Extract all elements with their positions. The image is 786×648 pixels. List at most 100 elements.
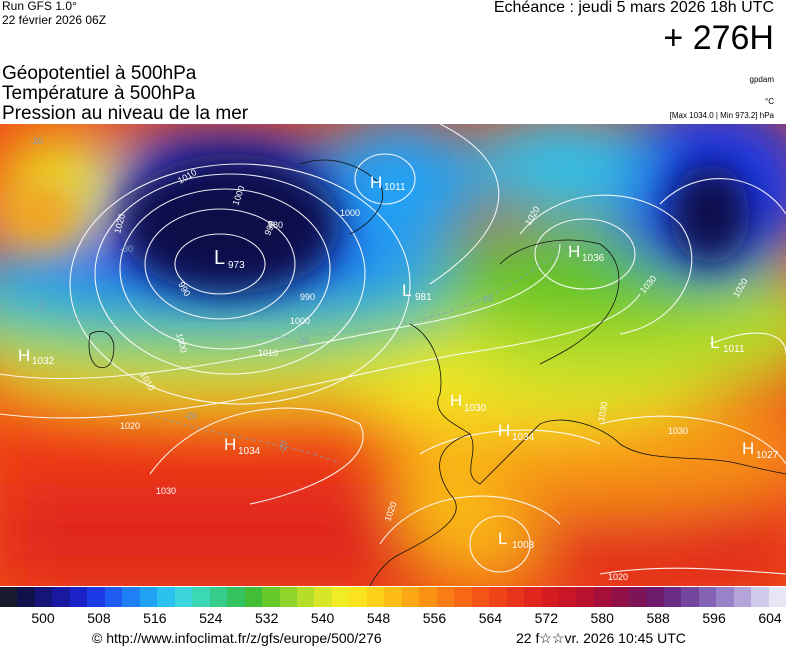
high-center-label: H <box>370 173 382 192</box>
color-scale-label: 588 <box>646 610 670 626</box>
forecast-label: Echéance : jeudi 5 mars 2026 18h UTC <box>493 0 774 16</box>
isobar-label: 1010 <box>258 348 278 358</box>
color-scale-swatch <box>296 587 315 607</box>
color-scale-swatch <box>227 587 245 607</box>
high-center-value: 1027 <box>756 450 779 461</box>
color-scale-swatch <box>34 587 53 607</box>
color-scale-swatch <box>489 587 507 607</box>
high-center-value: 1032 <box>32 356 55 367</box>
color-scale-swatch <box>331 587 350 607</box>
color-scale-swatch <box>454 587 472 607</box>
color-scale-label: 564 <box>478 610 503 626</box>
low-center-value: 1011 <box>723 344 745 355</box>
geopotential-field <box>0 124 786 586</box>
color-scale-label: 540 <box>310 610 335 626</box>
color-scale-swatch <box>506 587 525 607</box>
color-scale-swatch <box>576 587 594 607</box>
isobar-label: 1020 <box>120 421 140 431</box>
color-scale-swatch <box>122 587 140 607</box>
isobar-label: 1000 <box>340 208 360 218</box>
unit-extremes: [Max 1034.0 | Min 973.2] hPa <box>669 111 774 120</box>
title-geopotential: Géopotentiel à 500hPa <box>2 63 197 84</box>
isotherm-label: -30 <box>296 336 309 346</box>
high-center-label: H <box>450 391 462 410</box>
isobar-label: 1020 <box>608 572 628 582</box>
title-sea-level-pressure: Pression au niveau de la mer <box>2 103 249 124</box>
color-scale-swatch <box>751 587 769 607</box>
high-center-label: H <box>18 346 30 365</box>
isobar-label: 1030 <box>668 426 688 436</box>
weather-map-svg: L 973 H 1011 L 981 H 1036 H 1032 L 1011 … <box>0 124 786 586</box>
forecast-hour: + 276H <box>663 19 774 57</box>
low-center-value: 1003 <box>512 540 535 551</box>
color-scale-swatch <box>628 587 647 607</box>
high-center-value: 1034 <box>238 446 261 457</box>
coastlines <box>88 159 786 586</box>
isotherm-label: -20 <box>277 440 289 455</box>
temperature-values: -20 -20 -20 -20 -30 -30 -20 <box>30 136 493 454</box>
weather-map: L 973 H 1011 L 981 H 1036 H 1032 L 1011 … <box>0 124 786 586</box>
color-scale-swatch <box>52 587 70 607</box>
color-scale-swatch <box>139 587 158 607</box>
color-scale-swatch <box>69 587 88 607</box>
color-scale-label: 596 <box>702 610 726 626</box>
color-scale-swatch <box>716 587 734 607</box>
high-center-value: 1036 <box>582 253 605 264</box>
low-center-label: L <box>498 529 507 548</box>
pressure-centers: L 973 H 1011 L 981 H 1036 H 1032 L 1011 … <box>18 173 779 551</box>
high-center-value: 1034 <box>512 432 535 443</box>
color-scale-swatch <box>768 587 786 607</box>
isotherm-label: -20 <box>184 411 197 421</box>
isotherm-label: -30 <box>120 244 133 254</box>
isobar-label: 1000 <box>290 316 310 326</box>
unit-celsius: °C <box>765 97 774 106</box>
color-scale-swatch <box>611 587 629 607</box>
low-center-label: L <box>710 333 719 352</box>
color-scale-swatch <box>192 587 210 607</box>
low-center-value: 973 <box>228 260 245 271</box>
color-scale-label: 580 <box>590 610 614 626</box>
color-scale-swatch <box>419 587 437 607</box>
color-scale-swatch <box>733 587 752 607</box>
color-scale-label: 556 <box>422 610 447 626</box>
color-scale-swatch <box>87 587 105 607</box>
low-center-label: L <box>214 247 225 269</box>
unit-gpdam: gpdam <box>749 75 774 84</box>
color-scale-swatch <box>401 587 420 607</box>
color-scale-swatch <box>593 587 612 607</box>
high-center-label: H <box>498 421 510 440</box>
color-scale <box>0 587 786 607</box>
isotherm-label: -20 <box>30 136 43 146</box>
color-scale-swatch <box>541 587 559 607</box>
color-scale-swatch <box>244 587 263 607</box>
high-center-label: H <box>224 435 236 454</box>
color-scale-swatch <box>524 587 542 607</box>
color-scale-label: 604 <box>758 610 782 626</box>
color-scale-swatch <box>262 587 280 607</box>
color-scale-swatch <box>366 587 385 607</box>
low-center-value: 981 <box>415 292 432 303</box>
run-title: Run GFS 1.0° <box>2 0 77 13</box>
color-scale-swatch <box>17 587 35 607</box>
color-scale-swatch <box>349 587 367 607</box>
color-scale-label: 548 <box>366 610 391 626</box>
isobar-label: 990 <box>262 219 277 237</box>
color-scale-swatch <box>0 587 18 607</box>
isobar-label: 990 <box>300 292 315 302</box>
color-scale-swatch <box>663 587 682 607</box>
isobars <box>0 124 786 575</box>
title-temperature: Température à 500hPa <box>2 83 196 104</box>
color-scale-swatch <box>559 587 577 607</box>
low-center-label: L <box>402 281 411 300</box>
footer-generated-date: 22 f☆☆vr. 2026 10:45 UTC <box>516 630 686 646</box>
color-scale-label: 508 <box>87 610 111 626</box>
high-center-label: H <box>568 242 580 261</box>
color-scale-label: 524 <box>199 610 223 626</box>
run-date: 22 février 2026 06Z <box>2 13 107 27</box>
high-center-value: 1011 <box>384 182 406 193</box>
isobar-label: 980 <box>268 220 283 230</box>
color-scale-swatch <box>174 587 193 607</box>
footer-copyright: © http://www.infoclimat.fr/z/gfs/europe/… <box>92 630 382 646</box>
isobar-label: 1030 <box>156 486 176 496</box>
temperature-isotherms <box>0 253 561 465</box>
